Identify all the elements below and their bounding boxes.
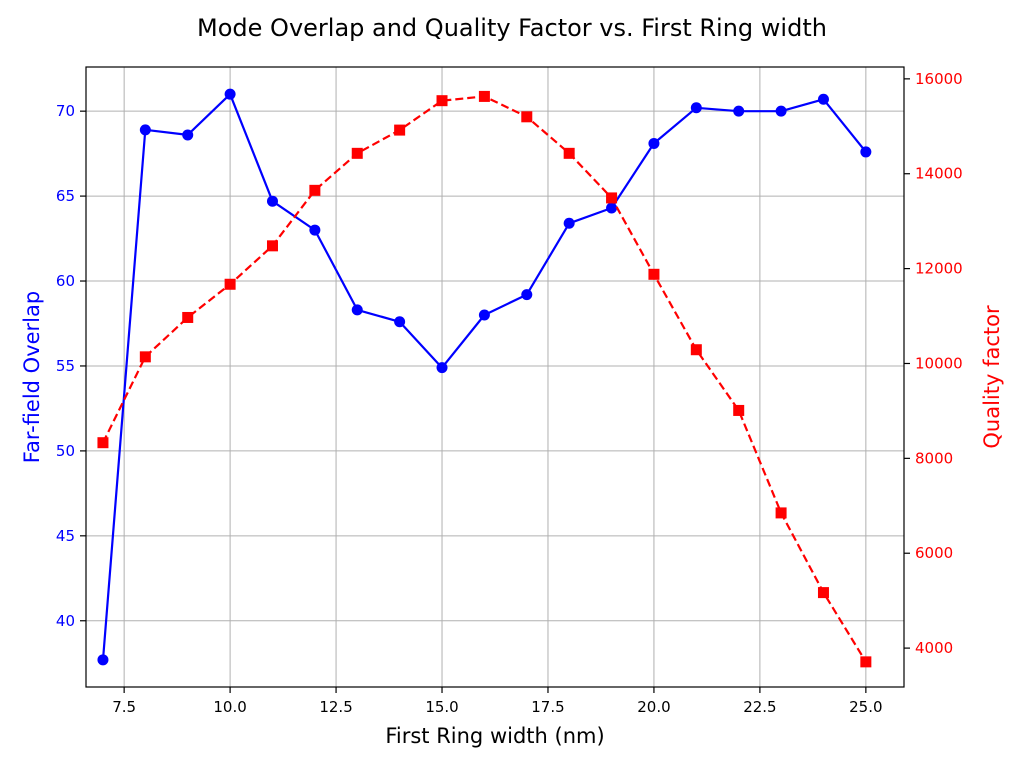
y-left-tick-label: 45 — [56, 527, 75, 545]
y-axis-right-title: Quality factor — [980, 305, 1004, 449]
far-field-overlap-point — [436, 362, 448, 374]
quality-factor-point — [606, 192, 618, 204]
y-left-tick-label: 55 — [56, 357, 75, 375]
x-axis-title: First Ring width (nm) — [385, 724, 604, 748]
quality-factor-point — [733, 404, 745, 416]
series-far-field-overlap — [97, 88, 872, 666]
quality-factor-point — [351, 147, 363, 159]
quality-factor-point — [394, 124, 406, 136]
far-field-overlap-point — [224, 88, 236, 100]
x-tick-label: 12.5 — [319, 698, 352, 716]
quality-factor-point — [139, 351, 151, 363]
far-field-overlap-point — [606, 202, 618, 214]
axis-ticks: 7.5 10.0 12.5 15.0 17.5 20.0 22.5 25.0 40 45 50 55 6… — [56, 70, 963, 716]
quality-factor-point — [648, 268, 660, 280]
y-left-tick-label: 50 — [56, 442, 75, 460]
y-right-tick-label: 10000 — [915, 354, 963, 372]
quality-factor-point — [563, 147, 575, 159]
x-tick-label: 20.0 — [637, 698, 670, 716]
quality-factor-line — [102, 95, 867, 663]
far-field-overlap-point — [478, 309, 490, 321]
quality-factor-point — [817, 587, 829, 599]
far-field-overlap-point — [860, 146, 872, 158]
quality-factor-point — [775, 507, 787, 519]
x-tick-label: 15.0 — [425, 698, 458, 716]
plot-area-frame — [85, 66, 905, 688]
far-field-overlap-point — [817, 93, 829, 105]
quality-factor-point — [690, 344, 702, 356]
y-right-tick-label: 6000 — [915, 544, 953, 562]
grid-lines — [86, 67, 904, 687]
far-field-overlap-point — [733, 105, 745, 117]
quality-factor-point — [860, 656, 872, 668]
far-field-overlap-point — [563, 217, 575, 229]
far-field-overlap-point — [266, 195, 278, 207]
far-field-overlap-point — [521, 289, 533, 301]
far-field-overlap-point — [139, 124, 151, 136]
far-field-overlap-point — [309, 224, 321, 236]
series-layer — [97, 88, 872, 668]
far-field-overlap-point — [394, 316, 406, 328]
y-right-tick-label: 16000 — [915, 70, 963, 88]
far-field-overlap-point — [351, 304, 363, 316]
y-left-tick-label: 65 — [56, 187, 75, 205]
x-tick-label: 25.0 — [849, 698, 882, 716]
x-tick-label: 10.0 — [213, 698, 246, 716]
quality-factor-point — [436, 95, 448, 107]
quality-factor-point — [521, 111, 533, 123]
chart-title: Mode Overlap and Quality Factor vs. Firs… — [197, 14, 827, 42]
far-field-overlap-point — [97, 654, 109, 666]
far-field-overlap-point — [648, 137, 660, 149]
far-field-overlap-point — [690, 102, 702, 114]
x-tick-label: 22.5 — [743, 698, 776, 716]
quality-factor-point — [97, 437, 109, 449]
y-axis-left-title: Far-field Overlap — [20, 291, 44, 463]
y-left-tick-label: 60 — [56, 272, 75, 290]
y-right-tick-label: 8000 — [915, 449, 953, 467]
far-field-overlap-point — [775, 105, 787, 117]
series-quality-factor — [97, 90, 872, 668]
quality-factor-point — [478, 90, 490, 102]
quality-factor-point — [309, 184, 321, 196]
far-field-overlap-point — [182, 129, 194, 141]
x-tick-label: 17.5 — [531, 698, 564, 716]
y-left-tick-label: 40 — [56, 612, 75, 630]
y-right-tick-label: 4000 — [915, 639, 953, 657]
quality-factor-point — [182, 311, 194, 323]
far-field-overlap-line — [101, 93, 867, 660]
y-right-tick-label: 12000 — [915, 260, 963, 278]
y-left-tick-label: 70 — [56, 102, 75, 120]
quality-factor-point — [224, 278, 236, 290]
quality-factor-point — [266, 240, 278, 252]
y-right-tick-label: 14000 — [915, 165, 963, 183]
x-tick-label: 7.5 — [112, 698, 136, 716]
